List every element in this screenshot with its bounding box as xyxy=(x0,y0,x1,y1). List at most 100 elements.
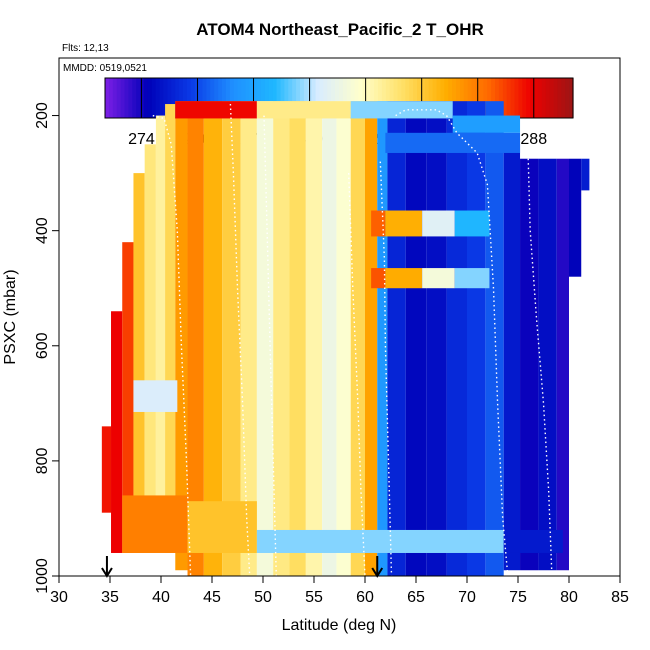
horizontal-band xyxy=(454,210,490,237)
profile-column xyxy=(485,101,504,577)
colorbar-swatch xyxy=(264,78,270,118)
colorbar-swatch xyxy=(342,78,348,118)
plot-frame xyxy=(58,57,621,577)
colorbar-swatch xyxy=(483,78,488,118)
colorbar-swatch xyxy=(280,78,285,118)
colorbar-swatch xyxy=(385,78,391,118)
flight-track xyxy=(229,103,251,577)
colorbar-swatch xyxy=(335,78,340,118)
colorbar-swatch xyxy=(245,78,250,118)
colorbar-swatch xyxy=(214,78,219,118)
colorbar-swatch xyxy=(506,78,512,118)
colorbar-swatch xyxy=(261,78,266,118)
colorbar-swatch xyxy=(452,78,457,118)
colorbar-swatch xyxy=(510,78,516,118)
colorbar-swatch xyxy=(491,78,496,118)
colorbar-swatch xyxy=(253,78,258,118)
x-tick-label: 70 xyxy=(458,589,476,606)
colorbar-swatch xyxy=(140,78,145,118)
colorbar-swatch xyxy=(120,78,126,118)
profile-column xyxy=(520,158,539,571)
x-tick-label: 60 xyxy=(356,589,374,606)
colorbar-swatch xyxy=(105,78,110,118)
colorbar-swatch xyxy=(358,78,363,118)
colorbar-swatch xyxy=(175,78,180,118)
colorbar-swatch xyxy=(147,78,153,118)
x-tick-label: 55 xyxy=(305,589,323,606)
flight-track xyxy=(395,109,509,577)
horizontal-band xyxy=(422,210,455,237)
x-tick-label: 80 xyxy=(560,589,578,606)
colorbar-swatch xyxy=(183,78,188,118)
x-tick-label: 35 xyxy=(101,589,119,606)
y-tick-label: 600 xyxy=(34,332,51,359)
profile-column xyxy=(538,158,557,571)
colorbar-swatch xyxy=(467,78,473,118)
colorbar-swatch xyxy=(417,78,422,118)
colorbar-swatch xyxy=(276,78,282,118)
colorbar-swatch xyxy=(167,78,172,118)
colorbar-swatch xyxy=(300,78,305,118)
colorbar-swatch xyxy=(374,78,379,118)
flight-tracks xyxy=(152,103,553,577)
colorbar-swatch xyxy=(272,78,278,118)
colorbar-swatch xyxy=(448,78,453,118)
colorbar-swatch xyxy=(498,78,504,118)
colorbar-swatch xyxy=(225,78,231,118)
colorbar-swatch xyxy=(456,78,461,118)
colorbar-swatch xyxy=(210,78,215,118)
colorbar-swatch xyxy=(327,78,332,118)
colorbar-swatch xyxy=(557,78,562,118)
x-tick-label: 50 xyxy=(254,589,272,606)
colorbar-swatch xyxy=(569,78,574,118)
chart-title: ATOM4 Northeast_Pacific_2 T_OHR xyxy=(196,20,484,39)
profile-column xyxy=(305,101,323,577)
x-tick-label: 85 xyxy=(611,589,629,606)
colorbar-swatch xyxy=(413,78,418,118)
profile-column xyxy=(222,101,241,577)
x-tick-label: 30 xyxy=(50,589,68,606)
profile-column xyxy=(365,101,378,577)
profile-column xyxy=(122,242,134,553)
colorbar-swatch xyxy=(459,78,465,118)
colorbar-swatch xyxy=(409,78,414,118)
profile-column xyxy=(165,104,176,553)
colorbar-swatch xyxy=(144,78,149,118)
colorbar-swatch xyxy=(487,78,492,118)
profile-column xyxy=(377,101,388,577)
colorbar-swatch xyxy=(346,78,352,118)
colorbar-swatch xyxy=(440,78,445,118)
x-tick-label: 65 xyxy=(407,589,425,606)
colorbar-swatch xyxy=(436,78,441,118)
colorbar-swatch xyxy=(561,78,566,118)
profile-column xyxy=(101,426,112,513)
colorbar-swatch xyxy=(397,78,402,118)
y-tick-label: 800 xyxy=(34,447,51,474)
colorbar-swatch xyxy=(366,78,371,118)
colorbar-swatch xyxy=(362,78,367,118)
profile-column xyxy=(187,101,204,577)
colorbar-swatch xyxy=(128,78,133,118)
colorbar-swatch xyxy=(323,78,328,118)
colorbar-swatch xyxy=(171,78,176,118)
colorbar-swatch xyxy=(541,78,547,118)
horizontal-band xyxy=(187,501,257,553)
profile-column xyxy=(155,115,166,553)
colorbar-swatch xyxy=(537,78,543,118)
colorbar-swatch xyxy=(350,78,356,118)
colorbar-swatch xyxy=(241,78,246,118)
colorbar-swatch xyxy=(495,78,500,118)
colorbar-swatch xyxy=(530,78,535,118)
profile-column xyxy=(273,101,290,577)
colorbar-swatch xyxy=(518,78,523,118)
flight-track xyxy=(263,115,277,577)
colorbar-swatch xyxy=(116,78,122,118)
colorbar-swatch xyxy=(339,78,344,118)
flight-arrows xyxy=(101,556,384,578)
colorbar-swatch xyxy=(155,78,161,118)
colorbar-swatch xyxy=(565,78,570,118)
horizontal-band xyxy=(454,268,490,289)
colorbar-swatch xyxy=(424,78,430,118)
colorbar-swatch xyxy=(514,78,519,118)
profile-column xyxy=(289,101,306,577)
